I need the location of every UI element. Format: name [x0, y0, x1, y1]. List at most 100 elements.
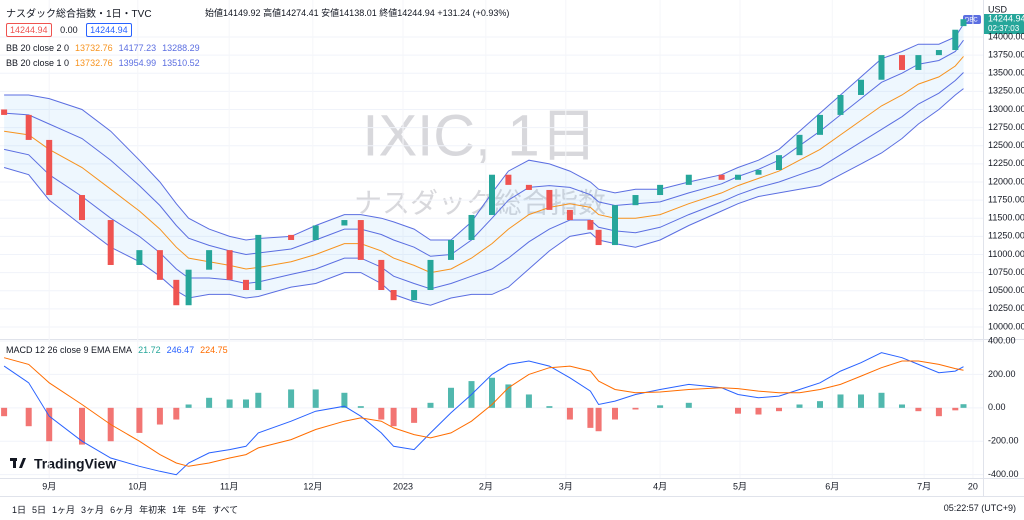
candle [837, 94, 844, 115]
currency: USD [988, 4, 1008, 14]
legend-value: 13510.52 [162, 58, 200, 68]
histogram-bar [25, 407, 32, 427]
histogram-bar [858, 394, 864, 408]
candle [448, 239, 454, 260]
range-button[interactable]: 1ヶ月 [52, 505, 76, 515]
histogram-bar [612, 407, 618, 420]
histogram-bar [185, 404, 192, 408]
sell[interactable]: 14244.94 [6, 23, 52, 37]
candle [341, 220, 348, 226]
y-tick-label: 11750.00 [988, 194, 1024, 204]
histogram-bar [566, 407, 573, 420]
range-button[interactable]: 年初来 [139, 505, 167, 515]
range-button[interactable]: 3ヶ月 [81, 505, 105, 515]
histogram-bar [735, 407, 741, 414]
candle [796, 134, 803, 156]
candle [685, 174, 692, 185]
range-button[interactable]: 1日 [12, 505, 27, 515]
y-tick-label: 13750.00 [988, 49, 1024, 59]
candle [612, 205, 618, 246]
histogram-bar [595, 407, 602, 432]
histogram-bar [243, 399, 249, 408]
ohlc: 始値14149.92 高値14274.41 安値14138.01 終値14244… [205, 6, 509, 19]
histogram-bar [505, 384, 512, 408]
histogram-bar [546, 406, 553, 408]
histogram-bar [312, 389, 319, 408]
y-tick-label: 13500.00 [988, 68, 1024, 78]
y-tick-label: 10000.00 [988, 321, 1024, 331]
range-button[interactable]: 5年 [192, 505, 207, 515]
y-tick-label: -400.00 [988, 469, 1019, 479]
x-tick-label: 5月 [733, 481, 747, 491]
histogram-bar [755, 407, 762, 415]
y-tick-label: 200.00 [988, 369, 1016, 379]
candle [46, 139, 53, 196]
range-button[interactable]: 6ヶ月 [110, 505, 134, 515]
y-tick-label: -200.00 [988, 436, 1019, 446]
x-tick-label: 4月 [653, 481, 667, 491]
legend-value: 13732.76 [75, 43, 113, 53]
histogram-bar [960, 404, 967, 408]
y-tick-label: 400.00 [988, 335, 1016, 345]
range-bar: 1日 5日 1ヶ月 3ヶ月 6ヶ月 年初来 1年 5年 すべて [12, 503, 244, 516]
legend-value: 246.47 [166, 345, 195, 355]
candle [243, 279, 249, 291]
macd-line [3, 352, 964, 476]
histogram-bar [632, 407, 639, 410]
candle [468, 214, 475, 240]
x-tick-label: 6月 [825, 481, 839, 491]
c-label: 終値 [379, 8, 398, 18]
x-tick-label: 12月 [303, 481, 322, 491]
candle [255, 234, 262, 291]
legend-value: 13288.29 [162, 43, 200, 53]
histogram-bar [935, 407, 942, 417]
histogram-bar [255, 392, 262, 408]
candle [312, 225, 319, 240]
clock: 05:22:57 (UTC+9) [943, 503, 1016, 513]
band-line [4, 23, 964, 241]
candle [878, 55, 885, 80]
range-button[interactable]: 1年 [172, 505, 187, 515]
histogram-bar [915, 407, 922, 412]
legend-name: BB 20 close 1 0 [6, 58, 70, 68]
buy[interactable]: 14244.94 [86, 23, 132, 37]
y-tick-label: 13000.00 [988, 104, 1024, 114]
histogram-bar [952, 407, 959, 411]
legend-value: 21.72 [138, 345, 161, 355]
candle [735, 174, 741, 180]
histogram-bar [899, 404, 905, 408]
histogram-bar [448, 387, 454, 408]
range-button[interactable]: 5日 [32, 505, 47, 515]
candle [546, 189, 553, 210]
change: +131.24 (+0.93%) [437, 8, 510, 18]
histogram-bar [776, 407, 782, 412]
candle [657, 184, 664, 196]
candle [505, 174, 512, 185]
candle [776, 155, 782, 171]
range-button[interactable]: すべて [212, 505, 239, 515]
candle [185, 269, 192, 306]
candle [935, 50, 942, 56]
histogram-bar [796, 404, 803, 408]
candle [25, 114, 32, 140]
candle [489, 174, 495, 215]
macd-legend: MACD 12 26 close 9 EMA EMA 21.72 246.47 224… [6, 345, 234, 355]
candle [173, 279, 180, 306]
histogram-bar [341, 392, 348, 408]
bb-legend: BB 20 close 2 0 13732.76 14177.23 13288.29 [6, 43, 206, 53]
symbol: ナスダック総合指数・1日・TVC [6, 9, 152, 20]
candle [595, 229, 602, 246]
x-tick-label: 10月 [128, 481, 147, 491]
histogram-bar [156, 407, 163, 425]
histogram-bar [206, 397, 213, 408]
y-tick-label: 11000.00 [988, 249, 1024, 259]
candle [858, 79, 864, 95]
spread: 0.00 [60, 25, 78, 35]
bb-legend: BB 20 close 1 0 13732.76 13954.99 13510.52 [6, 58, 206, 68]
histogram-bar [411, 407, 418, 423]
histogram-bar [378, 407, 385, 420]
candle [915, 55, 922, 70]
histogram-bar [46, 407, 53, 442]
